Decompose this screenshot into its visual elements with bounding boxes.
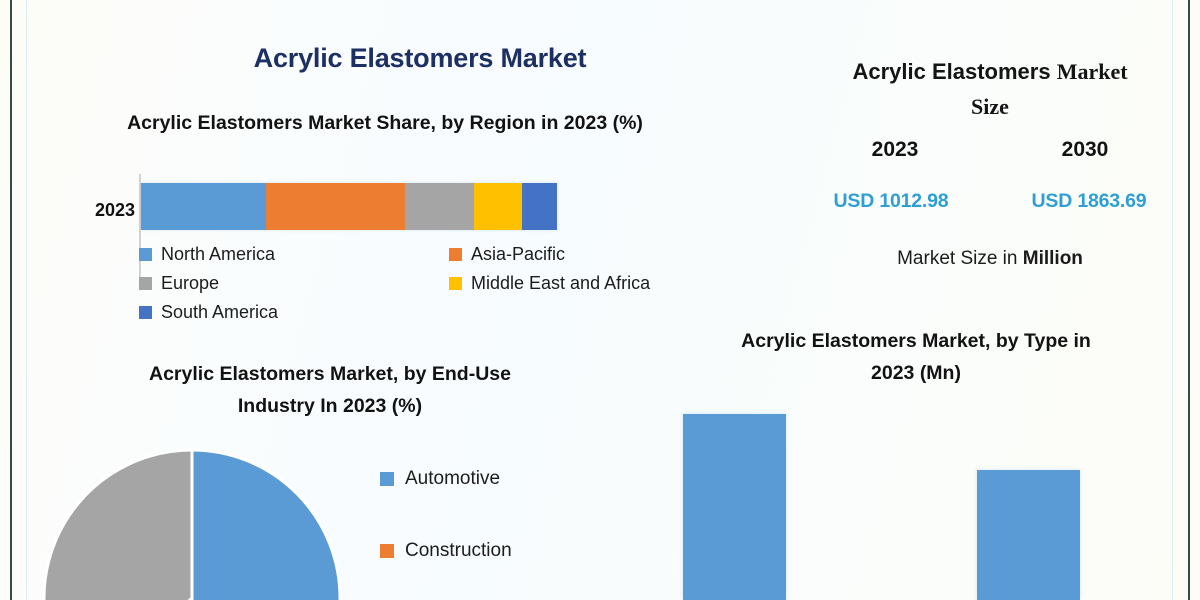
region-chart-title: Acrylic Elastomers Market Share, by Regi… (127, 112, 643, 134)
type-title-line1: Acrylic Elastomers Market, by Type in (741, 330, 1091, 352)
region-bar-segment (405, 183, 474, 230)
region-legend-label: South America (161, 302, 279, 322)
region-chart-axis (139, 174, 141, 290)
region-share-chart: Acrylic Elastomers Market Share, by Regi… (35, 108, 700, 348)
region-legend-label: North America (161, 244, 276, 264)
region-legend-item: South America (139, 302, 449, 323)
frame-border-right (1188, 0, 1190, 600)
type-bar-chart: Acrylic Elastomers Market, by Type in 20… (640, 325, 1192, 600)
legend-swatch-icon (380, 544, 394, 558)
enduse-pie-chart: Acrylic Elastomers Market, by End-Use In… (20, 358, 640, 600)
pie-slice (190, 448, 342, 600)
pie-slice (42, 448, 194, 600)
frame-border-left (10, 0, 12, 600)
type-chart-title: Acrylic Elastomers Market, by Type in 20… (660, 325, 1172, 389)
market-size-heading-serif: Market (1056, 59, 1128, 84)
region-legend-item: Europe (139, 273, 449, 294)
enduse-legend-item: Automotive (380, 468, 630, 490)
market-size-year-start: 2023 (871, 138, 919, 161)
frame-accent-left (26, 0, 27, 600)
market-size-value-start: USD 1012.98 (833, 190, 949, 212)
enduse-title-line1: Acrylic Elastomers Market, by End-Use (149, 363, 511, 385)
enduse-title-line2: Industry In 2023 (%) (237, 395, 423, 417)
region-stacked-bar (141, 183, 557, 230)
region-category-label: 2023 (94, 200, 135, 220)
enduse-chart-legend: Automotive Construction (380, 468, 630, 600)
enduse-legend-label: Automotive (405, 468, 501, 489)
market-size-heading: Acrylic Elastomers Market Size (800, 54, 1180, 124)
region-legend-item: North America (139, 244, 449, 265)
type-chart-plot (640, 395, 1192, 600)
frame-accent-right (1172, 0, 1173, 600)
market-size-values: USD 1012.98 USD 1863.69 (792, 190, 1188, 213)
region-bar-segment (265, 183, 406, 230)
region-legend-item: Asia-Pacific (449, 244, 699, 265)
market-size-value-end: USD 1863.69 (1031, 190, 1147, 212)
enduse-chart-title: Acrylic Elastomers Market, by End-Use In… (60, 358, 600, 422)
region-bar-segment (141, 183, 266, 230)
market-size-year-end: 2030 (1061, 138, 1109, 161)
market-size-unit-bold: Million (1022, 248, 1083, 269)
region-legend-label: Asia-Pacific (471, 244, 566, 264)
region-legend-label: Europe (161, 273, 220, 293)
market-size-panel: Acrylic Elastomers Market Acrylic Elasto… (790, 0, 1190, 292)
region-bar-segment (473, 183, 522, 230)
enduse-pie-graphic (42, 448, 342, 600)
market-size-ghost-text: Acrylic Elastomers Market (810, 0, 1170, 2)
legend-swatch-icon (139, 306, 152, 319)
market-size-heading-line2: Size (971, 94, 1009, 119)
market-size-unit: Market Size in Million (800, 248, 1180, 270)
region-legend-item: Middle East and Africa (449, 273, 699, 294)
enduse-legend-label: Construction (405, 540, 512, 561)
enduse-legend-item: Construction (380, 540, 630, 562)
legend-swatch-icon (139, 277, 152, 290)
legend-swatch-icon (449, 277, 462, 290)
page-title: Acrylic Elastomers Market (253, 43, 587, 73)
type-bar (977, 469, 1080, 600)
legend-swatch-icon (449, 248, 462, 261)
type-title-line2: 2023 (Mn) (871, 362, 961, 384)
region-bar-segment (521, 183, 557, 230)
type-bar (683, 413, 786, 600)
market-size-heading-sans: Acrylic Elastomers (852, 59, 1057, 84)
legend-swatch-icon (139, 248, 152, 261)
region-chart-legend: North America Asia-Pacific Europe Middle Ea… (139, 244, 699, 323)
region-legend-label: Middle East and Africa (471, 273, 651, 293)
market-size-years: 2023 2030 (800, 138, 1180, 162)
legend-swatch-icon (380, 472, 394, 486)
market-size-unit-prefix: Market Size in (897, 248, 1023, 269)
